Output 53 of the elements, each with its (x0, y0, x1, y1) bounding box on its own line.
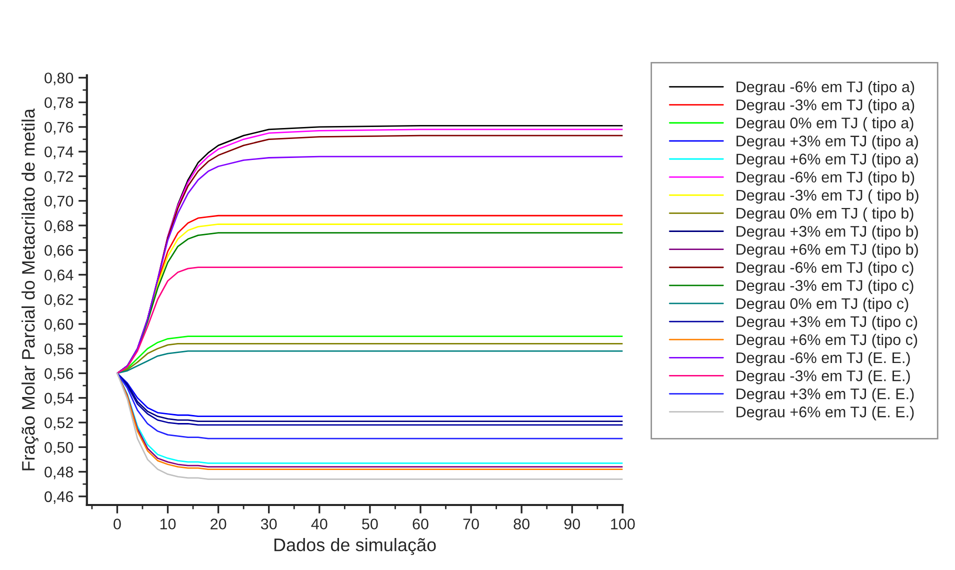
legend-label: Degrau -6% em TJ (tipo b) (736, 171, 914, 186)
x-tick-label: 70 (463, 518, 479, 530)
x-tick-label: 30 (260, 518, 277, 530)
y-tick-label: 0,46 (44, 491, 74, 504)
legend-label: Degrau -3% em TJ (E. E.) (736, 370, 910, 384)
y-tick-label: 0,58 (44, 343, 74, 356)
legend-label: Degrau +3% em TJ (tipo b) (736, 226, 918, 240)
y-tick-label: 0,66 (44, 244, 74, 258)
legend-label: Degrau +6% em TJ (tipo b) (736, 244, 918, 258)
x-tick-label: 20 (210, 518, 226, 530)
legend-label: Degrau +6% em TJ (E. E.) (736, 406, 914, 420)
legend-label: Degrau -6% em TJ (tipo c) (736, 262, 914, 276)
legend-label: Degrau 0% em TJ ( tipo b) (736, 207, 914, 222)
legend-label: Degrau +6% em TJ (tipo a) (736, 153, 918, 168)
y-tick-label: 0,60 (44, 318, 74, 332)
y-tick-label: 0,56 (44, 368, 74, 381)
y-axis-title: Fração Molar Parcial do Metacrilato de metila (22, 108, 38, 470)
y-tick-label: 0,52 (44, 417, 73, 430)
legend-label: Degrau +3% em TJ (tipo c) (736, 316, 918, 330)
legend-label: Degrau -6% em TJ (tipo a) (736, 81, 914, 96)
legend-label: Degrau +3% em TJ (E. E.) (736, 388, 914, 402)
x-tick-label: 40 (311, 518, 328, 530)
x-tick-label: 10 (160, 518, 176, 530)
x-tick-label: 60 (412, 518, 428, 530)
line-series (116, 266, 623, 374)
y-tick-label: 0,80 (44, 72, 74, 86)
legend-label: Degrau +3% em TJ (tipo a) (736, 135, 918, 150)
y-tick-label: 0,50 (44, 442, 74, 455)
legend-label: Degrau -3% em TJ ( tipo b) (736, 189, 918, 204)
line-series (116, 350, 623, 374)
y-tick-label: 0,70 (44, 196, 74, 208)
x-tick-label: 100 (611, 518, 635, 530)
y-tick-label: 0,72 (44, 171, 73, 184)
legend-label: Degrau -6% em TJ (E. E.) (736, 352, 910, 366)
x-axis-title: Dados de simulação (274, 538, 436, 555)
x-tick-label: 0 (114, 518, 121, 530)
y-tick-label: 0,68 (44, 220, 74, 233)
x-tick-label: 50 (362, 518, 378, 530)
legend-label: Degrau +6% em TJ (tipo c) (736, 334, 918, 348)
legend-label: Degrau 0% em TJ (tipo c) (736, 298, 908, 312)
y-tick-label: 0,64 (44, 270, 74, 282)
y-tick-label: 0,74 (44, 146, 74, 160)
y-tick-label: 0,78 (44, 97, 74, 110)
y-tick-label: 0,62 (44, 294, 73, 307)
y-tick-label: 0,48 (44, 466, 74, 480)
x-tick-label: 90 (564, 518, 580, 530)
y-tick-label: 0,76 (44, 122, 74, 134)
line-series (116, 372, 623, 440)
y-tick-label: 0,54 (44, 392, 74, 406)
x-tick-label: 80 (514, 518, 530, 530)
legend-label: Degrau -3% em TJ (tipo a) (736, 99, 914, 114)
legend-label: Degrau 0% em TJ ( tipo a) (736, 117, 914, 132)
legend-label: Degrau -3% em TJ (tipo c) (736, 280, 914, 294)
